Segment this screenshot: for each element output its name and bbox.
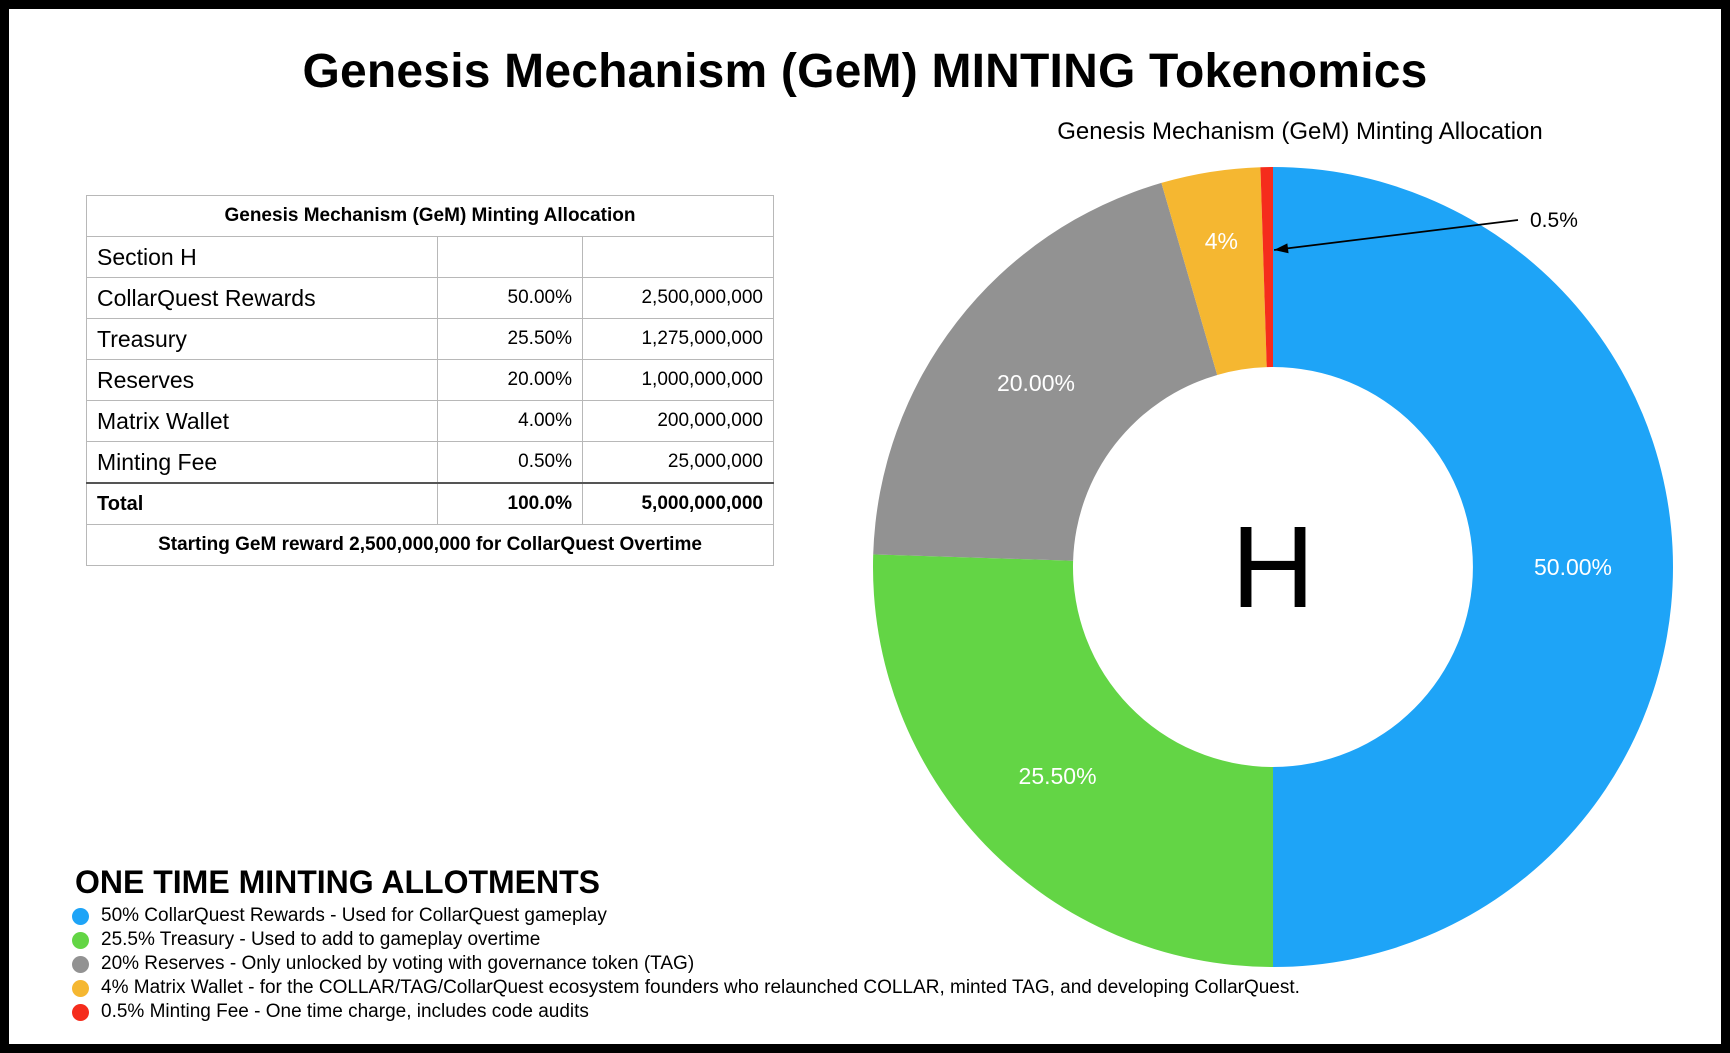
table-total-row: Total 100.0% 5,000,000,000 <box>86 482 774 525</box>
allotment-text: 50% CollarQuest Rewards - Used for Colla… <box>101 905 607 926</box>
list-item: 50% CollarQuest Rewards - Used for Colla… <box>72 904 1300 928</box>
row-label: CollarQuest Rewards <box>86 277 438 319</box>
table-row: Treasury 25.50% 1,275,000,000 <box>86 318 774 360</box>
bullet-dot-icon <box>72 1003 89 1021</box>
section-label: Section H <box>86 236 438 278</box>
slice-reserves <box>873 182 1218 561</box>
slice-label: 25.50% <box>1019 763 1097 789</box>
row-label: Reserves <box>86 359 438 401</box>
bullet-dot-icon <box>72 955 89 973</box>
total-label: Total <box>86 482 438 525</box>
total-percent: 100.0% <box>437 482 583 525</box>
allotments-list: 50% CollarQuest Rewards - Used for Colla… <box>72 904 1300 1024</box>
total-amount: 5,000,000,000 <box>582 482 774 525</box>
slice-matrix-wallet <box>1161 167 1267 375</box>
table-footer: Starting GeM reward 2,500,000,000 for Co… <box>86 524 774 566</box>
allotment-text: 0.5% Minting Fee - One time charge, incl… <box>101 1001 589 1022</box>
bullet-dot-icon <box>72 931 89 949</box>
row-label: Minting Fee <box>86 441 438 484</box>
row-percent: 20.00% <box>437 359 583 401</box>
row-label: Treasury <box>86 318 438 360</box>
row-percent: 50.00% <box>437 277 583 319</box>
allocation-table: Genesis Mechanism (GeM) Minting Allocati… <box>86 195 774 566</box>
list-item: 25.5% Treasury - Used to add to gameplay… <box>72 928 1300 952</box>
list-item: 0.5% Minting Fee - One time charge, incl… <box>72 1000 1300 1024</box>
table-row: CollarQuest Rewards 50.00% 2,500,000,000 <box>86 277 774 319</box>
center-label: H <box>1231 502 1315 632</box>
list-item: 20% Reserves - Only unlocked by voting w… <box>72 952 1300 976</box>
allotment-text: 25.5% Treasury - Used to add to gameplay… <box>101 929 541 950</box>
slice-treasury <box>873 554 1273 967</box>
allotment-text: 20% Reserves - Only unlocked by voting w… <box>101 953 695 974</box>
callout-arrow-icon <box>1274 243 1289 254</box>
callout-line <box>1273 219 1519 251</box>
row-label: Matrix Wallet <box>86 400 438 442</box>
allotments-title: ONE TIME MINTING ALLOTMENTS <box>75 864 600 900</box>
row-percent: 0.50% <box>437 441 583 484</box>
table-footer-row: Starting GeM reward 2,500,000,000 for Co… <box>86 524 774 566</box>
row-percent: 4.00% <box>437 400 583 442</box>
slice-label: 4% <box>1205 228 1238 254</box>
bullet-dot-icon <box>72 907 89 925</box>
slice-label: 0.5% <box>1530 209 1578 232</box>
row-amount: 1,000,000,000 <box>582 359 774 401</box>
row-amount: 2,500,000,000 <box>582 277 774 319</box>
slice-label: 20.00% <box>997 370 1075 396</box>
bullet-dot-icon <box>72 979 89 997</box>
slice-label: 50.00% <box>1534 554 1612 580</box>
slice-minting-fee <box>1260 167 1273 368</box>
table-row: Reserves 20.00% 1,000,000,000 <box>86 359 774 401</box>
table-row: Matrix Wallet 4.00% 200,000,000 <box>86 400 774 442</box>
chart-title: Genesis Mechanism (GeM) Minting Allocati… <box>1057 118 1543 145</box>
row-amount: 1,275,000,000 <box>582 318 774 360</box>
slice-collarquest-rewards <box>1273 167 1673 967</box>
list-item: 4% Matrix Wallet - for the COLLAR/TAG/Co… <box>72 976 1300 1000</box>
table-row: Minting Fee 0.50% 25,000,000 <box>86 441 774 484</box>
row-amount: 25,000,000 <box>582 441 774 484</box>
row-amount: 200,000,000 <box>582 400 774 442</box>
page-title: Genesis Mechanism (GeM) MINTING Tokenomi… <box>302 45 1428 98</box>
allotment-text: 4% Matrix Wallet - for the COLLAR/TAG/Co… <box>101 977 1300 998</box>
